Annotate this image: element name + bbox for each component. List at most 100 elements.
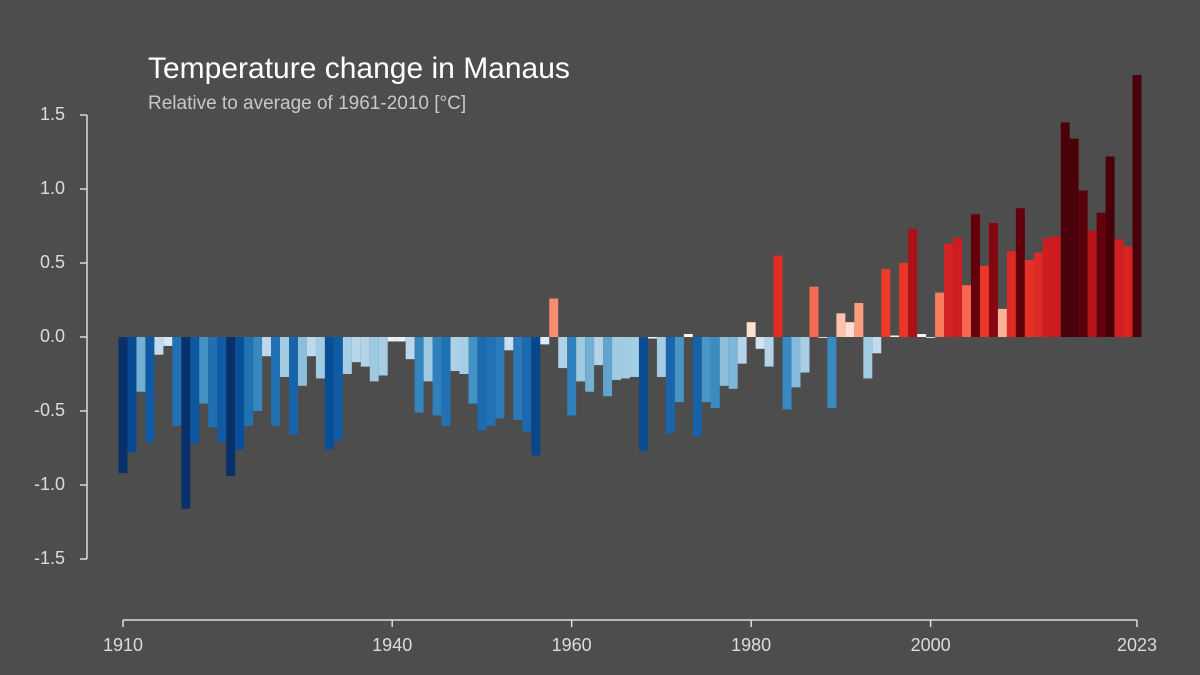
bar <box>405 337 415 360</box>
bar <box>890 335 900 337</box>
bar <box>962 285 971 337</box>
bar <box>773 255 783 337</box>
bar <box>710 337 720 409</box>
bar <box>432 337 442 416</box>
bar <box>979 265 989 337</box>
bar <box>665 337 675 434</box>
bar <box>190 337 200 444</box>
bar <box>953 237 963 337</box>
bar <box>423 337 433 382</box>
bar <box>315 337 325 379</box>
bar <box>567 337 577 416</box>
y-tick-label: 0.0 <box>40 326 65 346</box>
bar <box>594 337 604 366</box>
bar <box>764 337 774 367</box>
bar <box>333 337 343 441</box>
bar <box>342 337 352 374</box>
bar <box>441 337 451 426</box>
bar <box>1078 190 1088 337</box>
bar <box>630 337 639 377</box>
bar <box>881 268 891 337</box>
bar <box>244 337 254 426</box>
bar <box>1015 208 1025 337</box>
bar <box>988 223 998 337</box>
x-tick-label: 1940 <box>372 635 412 655</box>
bar <box>127 337 137 453</box>
bar <box>271 337 281 426</box>
bar <box>1087 230 1097 337</box>
bar <box>997 308 1007 337</box>
bar <box>262 337 272 357</box>
chart-title: Temperature change in Manaus <box>148 52 570 85</box>
bar <box>737 337 747 364</box>
y-tick-label: -0.5 <box>34 400 65 420</box>
bar <box>172 337 182 426</box>
bar <box>701 337 711 403</box>
bar <box>899 263 909 337</box>
x-tick-label: 2000 <box>911 635 951 655</box>
bar <box>1042 237 1052 337</box>
bar <box>1006 251 1016 337</box>
bar <box>791 337 801 388</box>
bar <box>746 322 756 337</box>
bar <box>908 228 918 337</box>
bar <box>324 337 334 450</box>
bar <box>1132 75 1142 337</box>
bar <box>863 337 873 379</box>
bar <box>576 337 586 382</box>
bar <box>306 337 316 357</box>
bar <box>163 337 173 346</box>
bar <box>378 337 388 376</box>
bar <box>728 337 738 389</box>
bar <box>181 337 191 509</box>
bar <box>585 337 595 392</box>
bar <box>692 337 702 437</box>
bar <box>970 214 980 337</box>
bar <box>827 337 837 409</box>
bar <box>118 337 128 474</box>
bar <box>351 337 361 363</box>
bar <box>513 337 523 420</box>
bar <box>450 337 460 372</box>
bar <box>253 337 263 411</box>
bar <box>208 337 218 428</box>
bar <box>836 313 846 337</box>
bar <box>917 334 927 337</box>
bar <box>486 337 496 426</box>
x-tick-label: 1960 <box>552 635 592 655</box>
bar <box>468 337 478 404</box>
bar <box>1096 212 1106 337</box>
bar <box>809 286 819 337</box>
bar <box>1024 260 1034 337</box>
bar <box>522 337 532 432</box>
bar <box>1114 239 1124 337</box>
bar <box>647 337 657 339</box>
x-tick-label: 1910 <box>103 635 143 655</box>
bar <box>504 337 514 351</box>
bar <box>638 337 648 451</box>
bar <box>782 337 792 410</box>
bar <box>235 337 245 450</box>
bar <box>1123 246 1133 337</box>
bar <box>495 337 505 419</box>
bar <box>603 337 613 397</box>
bar <box>396 337 406 342</box>
bar <box>800 337 810 373</box>
chart-subtitle: Relative to average of 1961-2010 [°C] <box>148 93 466 114</box>
bar <box>136 337 146 392</box>
bar <box>558 337 568 369</box>
bar <box>1069 138 1079 337</box>
bar <box>459 337 469 374</box>
bar <box>540 337 550 345</box>
bar <box>854 302 864 337</box>
bar <box>145 337 155 443</box>
bar <box>477 337 487 431</box>
x-tick-label: 2023 <box>1117 635 1157 655</box>
bar <box>369 337 379 382</box>
bar <box>414 337 424 413</box>
bar <box>531 337 541 456</box>
bar <box>674 337 684 403</box>
bar <box>755 337 765 349</box>
y-tick-label: 0.5 <box>40 252 65 272</box>
